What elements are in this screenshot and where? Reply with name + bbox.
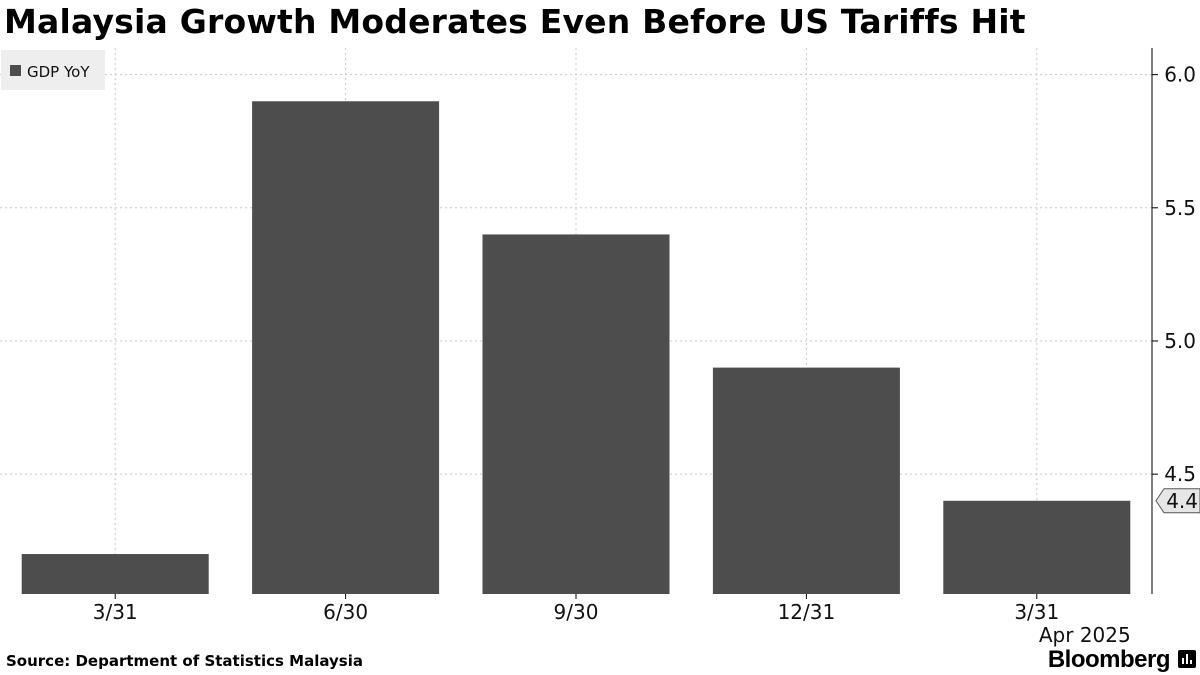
x-tick-label: 3/31 xyxy=(93,600,138,624)
x-tick-label: 3/31 xyxy=(1014,600,1059,624)
y-tick-label: 4.5 xyxy=(1164,462,1196,486)
bar xyxy=(943,500,1131,594)
y-tick-label: 5.0 xyxy=(1164,329,1196,353)
bar xyxy=(252,101,440,594)
x-tick-label: 6/30 xyxy=(323,600,368,624)
legend-label: GDP YoY xyxy=(27,63,90,81)
legend-swatch xyxy=(10,65,21,76)
x-tick-label: 12/31 xyxy=(778,600,836,624)
y-tick-label: 6.0 xyxy=(1164,63,1196,87)
bar xyxy=(21,554,209,594)
bar-chart-icon xyxy=(1178,650,1196,668)
y-tick-label: 5.5 xyxy=(1164,196,1196,220)
source-note: Source: Department of Statistics Malaysi… xyxy=(6,652,363,670)
bars xyxy=(21,101,1131,594)
bar xyxy=(712,367,900,594)
last-value-marker xyxy=(1155,488,1200,514)
legend: GDP YoY xyxy=(1,50,105,90)
bar xyxy=(482,234,670,594)
brand-logo-text: Bloomberg xyxy=(1047,646,1171,673)
x-sublabel: Apr 2025 xyxy=(1039,623,1131,647)
x-tick-label: 9/30 xyxy=(554,600,599,624)
last-value-label: 4.4 xyxy=(1166,489,1198,513)
chart-title: Malaysia Growth Moderates Even Before US… xyxy=(4,2,1026,41)
